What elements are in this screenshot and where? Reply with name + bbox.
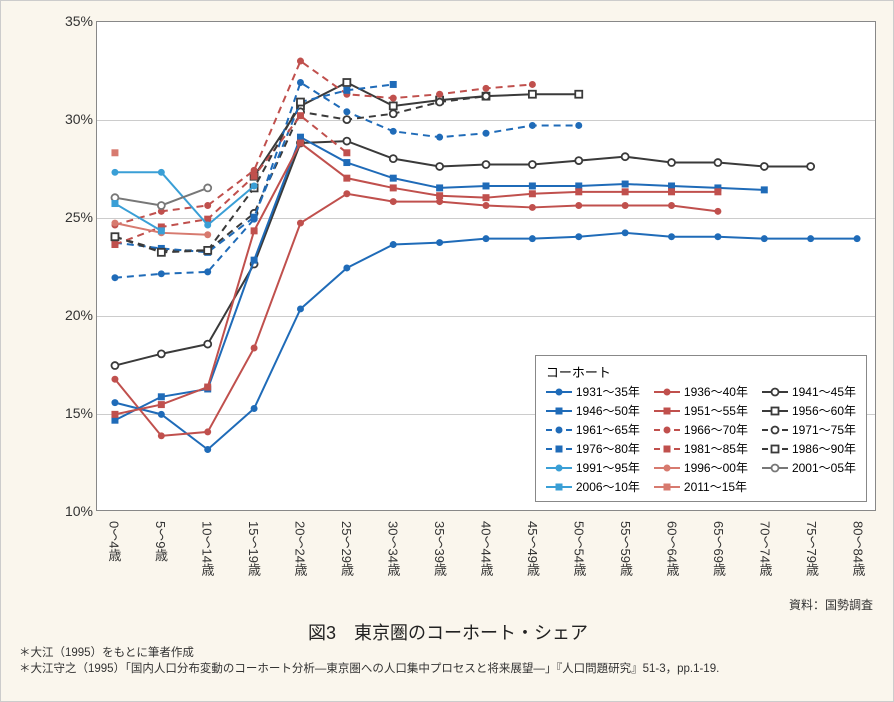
- legend-item: 1991～95年: [546, 459, 640, 476]
- y-tick-label: 35%: [65, 13, 93, 29]
- legend-label: 1986～90年: [792, 440, 856, 457]
- legend-swatch: [654, 410, 680, 412]
- legend-label: 1991～95年: [576, 459, 640, 476]
- x-tick-label: 35～39歳: [430, 521, 449, 576]
- y-tick-label: 30%: [65, 111, 93, 127]
- x-tick-label: 75～79歳: [802, 521, 821, 576]
- legend-items: 1931～35年 1936～40年 1941～45年 1946～50年 1951～55年…: [546, 383, 856, 495]
- y-tick-label: 25%: [65, 209, 93, 225]
- legend-swatch: [654, 391, 680, 393]
- x-tick-label: 55～59歳: [616, 521, 635, 576]
- legend-item: 1971～75年: [762, 421, 856, 438]
- legend-swatch: [546, 486, 572, 488]
- legend-item: 1981～85年: [654, 440, 748, 457]
- chart-legend: コーホート 1931～35年1936～40年1941～45年1946～50年19…: [535, 355, 867, 502]
- legend-item: 1941～45年: [762, 383, 856, 400]
- legend-label: 1976～80年: [576, 440, 640, 457]
- legend-label: 1931～35年: [576, 383, 640, 400]
- legend-label: 1981～85年: [684, 440, 748, 457]
- legend-item: 1961～65年: [546, 421, 640, 438]
- source-label: 資料：国勢調査: [789, 596, 873, 613]
- legend-swatch: [762, 467, 788, 469]
- legend-item: 1951～55年: [654, 402, 748, 419]
- legend-swatch: [546, 448, 572, 450]
- legend-swatch: [762, 448, 788, 450]
- figure-container: 10% 15% 20% 25% 30% 35% コーホート 1931～35年 1936～40…: [0, 0, 894, 702]
- legend-label: 1946～50年: [576, 402, 640, 419]
- legend-item: 2006～10年: [546, 478, 640, 495]
- legend-label: 1956～60年: [792, 402, 856, 419]
- x-tick-label: 20～24歳: [291, 521, 310, 576]
- y-tick-label: 10%: [65, 503, 93, 519]
- footnote-1: ＊大江（1995）をもとに筆者作成: [19, 646, 875, 662]
- x-tick-label: 80～84歳: [849, 521, 868, 576]
- figure-title: 図3 東京圏のコーホート・シェア: [1, 619, 894, 645]
- legend-swatch: [762, 391, 788, 393]
- legend-swatch: [654, 429, 680, 431]
- legend-title: コーホート: [546, 362, 856, 381]
- legend-swatch: [654, 448, 680, 450]
- x-tick-label: 15～19歳: [244, 521, 263, 576]
- legend-label: 1941～45年: [792, 383, 856, 400]
- legend-item: 2001～05年: [762, 459, 856, 476]
- legend-label: 1936～40年: [684, 383, 748, 400]
- legend-label: 2006～10年: [576, 478, 640, 495]
- chart-plot-area: コーホート 1931～35年1936～40年1941～45年1946～50年19…: [96, 21, 876, 511]
- legend-swatch: [762, 429, 788, 431]
- legend-label: 1996～00年: [684, 459, 748, 476]
- x-tick-label: 40～44歳: [477, 521, 496, 576]
- legend-item: 1931～35年: [546, 383, 640, 400]
- x-tick-label: 0～4歳: [105, 521, 124, 561]
- x-tick-label: 25～29歳: [337, 521, 356, 576]
- legend-item: 1946～50年: [546, 402, 640, 419]
- legend-label: 1966～70年: [684, 421, 748, 438]
- x-tick-label: 65～69歳: [709, 521, 728, 576]
- legend-label: 1961～65年: [576, 421, 640, 438]
- legend-item: 1996～00年: [654, 459, 748, 476]
- legend-item: 2011～15年: [654, 478, 748, 495]
- legend-swatch: [546, 391, 572, 393]
- y-tick-label: 15%: [65, 405, 93, 421]
- x-tick-label: 50～54歳: [570, 521, 589, 576]
- legend-swatch: [654, 486, 680, 488]
- x-tick-label: 70～74歳: [756, 521, 775, 576]
- legend-label: 2011～15年: [684, 478, 747, 495]
- legend-label: 1951～55年: [684, 402, 748, 419]
- legend-item: 1976～80年: [546, 440, 640, 457]
- footnote-2: ＊大江守之（1995）「国内人口分布変動のコーホート分析―東京圏への人口集中プロ…: [19, 662, 875, 678]
- legend-swatch: [762, 410, 788, 412]
- x-tick-label: 10～14歳: [198, 521, 217, 576]
- x-tick-label: 5～9歳: [151, 521, 170, 561]
- legend-item: 1956～60年: [762, 402, 856, 419]
- x-tick-label: 60～64歳: [663, 521, 682, 576]
- x-tick-label: 45～49歳: [523, 521, 542, 576]
- legend-label: 1971～75年: [792, 421, 856, 438]
- legend-swatch: [546, 410, 572, 412]
- legend-swatch: [654, 467, 680, 469]
- legend-swatch: [546, 429, 572, 431]
- legend-item: 1936～40年: [654, 383, 748, 400]
- legend-swatch: [546, 467, 572, 469]
- x-tick-label: 30～34歳: [384, 521, 403, 576]
- y-tick-label: 20%: [65, 307, 93, 323]
- legend-item: 1966～70年: [654, 421, 748, 438]
- legend-label: 2001～05年: [792, 459, 856, 476]
- legend-item: 1986～90年: [762, 440, 856, 457]
